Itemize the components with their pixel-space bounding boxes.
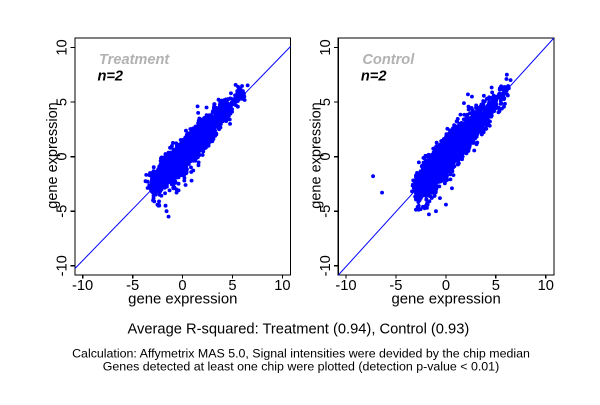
svg-text:Calculation: Affymetrix MAS 5.: Calculation: Affymetrix MAS 5.0, Signal …: [72, 346, 530, 360]
svg-text:-5: -5: [126, 278, 139, 294]
svg-text:Genes detected at least one ch: Genes detected at least one chip were pl…: [103, 360, 499, 374]
svg-text:-5: -5: [318, 205, 334, 218]
svg-text:0: 0: [55, 153, 71, 161]
svg-text:n=2: n=2: [98, 69, 124, 85]
svg-text:5: 5: [492, 278, 500, 294]
svg-text:gene expression: gene expression: [391, 292, 500, 308]
svg-text:10: 10: [274, 278, 290, 294]
svg-text:5: 5: [228, 278, 236, 294]
svg-text:-10: -10: [335, 278, 356, 294]
svg-text:10: 10: [55, 39, 71, 55]
svg-text:0: 0: [318, 153, 334, 161]
svg-text:5: 5: [318, 98, 334, 106]
svg-text:-10: -10: [318, 255, 334, 276]
svg-text:-5: -5: [55, 205, 71, 218]
svg-text:-10: -10: [72, 278, 93, 294]
svg-text:n=2: n=2: [361, 69, 387, 85]
svg-text:gene expression: gene expression: [308, 102, 324, 208]
svg-text:Control: Control: [362, 52, 415, 68]
svg-text:-5: -5: [389, 278, 402, 294]
svg-text:5: 5: [55, 98, 71, 106]
svg-text:10: 10: [538, 278, 554, 294]
svg-text:gene expression: gene expression: [45, 102, 61, 208]
svg-text:0: 0: [442, 278, 450, 294]
svg-text:gene expression: gene expression: [128, 292, 237, 308]
svg-text:10: 10: [318, 39, 334, 55]
svg-text:-10: -10: [55, 255, 71, 276]
svg-text:Treatment: Treatment: [99, 52, 170, 68]
svg-text:0: 0: [178, 278, 186, 294]
svg-text:Average R-squared: Treatment (: Average R-squared: Treatment (0.94), Con…: [128, 322, 470, 338]
